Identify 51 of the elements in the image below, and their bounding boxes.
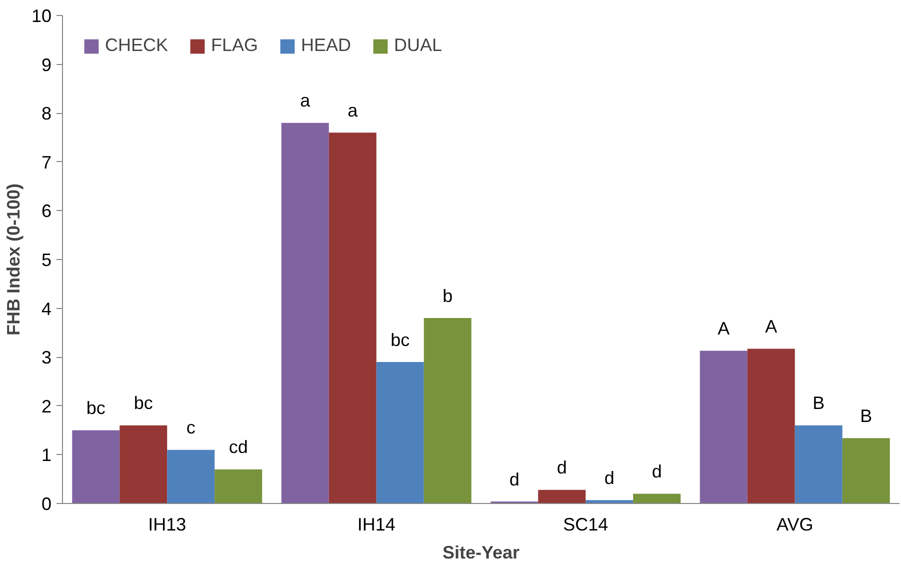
bar bbox=[794, 425, 842, 504]
y-tick-label: 5 bbox=[41, 250, 52, 270]
y-tick-label: 2 bbox=[41, 396, 52, 416]
bar bbox=[538, 490, 586, 504]
data-label: bc bbox=[134, 393, 153, 414]
data-label: c bbox=[186, 418, 196, 438]
data-label: B bbox=[812, 393, 825, 414]
data-label: A bbox=[718, 318, 730, 339]
y-tick-label: 8 bbox=[41, 104, 52, 124]
bar bbox=[633, 494, 681, 504]
bar bbox=[424, 318, 472, 504]
y-axis-title: FHB Index (0-100) bbox=[3, 183, 24, 336]
legend-label: DUAL bbox=[394, 35, 442, 56]
y-tick-label: 3 bbox=[41, 348, 52, 368]
bar bbox=[376, 362, 424, 504]
bar bbox=[842, 438, 890, 504]
y-tick-label: 0 bbox=[41, 494, 52, 514]
legend-label: CHECK bbox=[105, 35, 168, 56]
bar bbox=[700, 350, 748, 504]
bar bbox=[214, 469, 262, 504]
x-axis-title: Site-Year bbox=[442, 542, 520, 562]
x-tick-label: SC14 bbox=[563, 514, 608, 534]
y-tick-label: 6 bbox=[41, 201, 52, 222]
bar bbox=[72, 430, 120, 504]
bar bbox=[747, 348, 795, 504]
legend-label: HEAD bbox=[301, 35, 352, 56]
x-tick-label: IH14 bbox=[357, 514, 396, 534]
bar bbox=[281, 122, 329, 504]
data-label: bc bbox=[390, 330, 410, 350]
bar bbox=[328, 132, 376, 504]
y-tick-label: 9 bbox=[41, 54, 52, 75]
y-tick-label: 10 bbox=[31, 6, 52, 26]
data-label: B bbox=[860, 406, 872, 426]
data-label: a bbox=[348, 100, 359, 120]
data-label: cd bbox=[228, 437, 248, 458]
x-tick-label: AVG bbox=[776, 514, 814, 534]
data-label: d bbox=[509, 469, 520, 490]
data-label: b bbox=[442, 286, 453, 306]
x-tick-label: IH13 bbox=[148, 514, 186, 534]
data-label: d bbox=[604, 468, 614, 488]
legend-label: FLAG bbox=[211, 35, 258, 56]
data-label: a bbox=[300, 90, 312, 111]
y-tick-label: 1 bbox=[41, 445, 52, 466]
data-label: A bbox=[765, 316, 778, 337]
bar bbox=[120, 425, 168, 504]
y-tick-label: 7 bbox=[41, 152, 52, 172]
data-label: d bbox=[652, 462, 662, 482]
data-label: d bbox=[556, 458, 567, 478]
bar bbox=[167, 450, 215, 504]
y-tick-label: 4 bbox=[41, 298, 52, 319]
data-label: bc bbox=[86, 398, 106, 418]
